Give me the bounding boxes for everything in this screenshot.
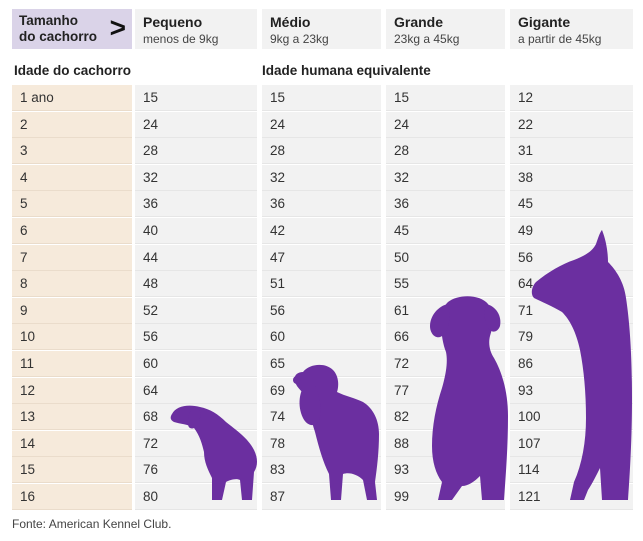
human-age-cell: 49 bbox=[510, 218, 633, 244]
dog-age-cell: 9 bbox=[12, 297, 132, 324]
human-age-cell: 24 bbox=[386, 111, 505, 138]
human-age-cell: 36 bbox=[135, 191, 257, 218]
great-dane-icon bbox=[531, 230, 632, 500]
size-column-header-medium: Médio 9kg a 23kg bbox=[262, 9, 381, 49]
human-age-cell: 31 bbox=[510, 138, 633, 165]
human-age-cell: 56 bbox=[135, 324, 257, 351]
human-age-cell: 64 bbox=[135, 377, 257, 404]
size-name: Gigante bbox=[518, 14, 571, 30]
dog-age-cell: 6 bbox=[12, 218, 132, 244]
dog-age-cell: 14 bbox=[12, 430, 132, 457]
dog-age-cell: 11 bbox=[12, 351, 132, 377]
human-age-cell: 32 bbox=[386, 164, 505, 191]
human-age-cell: 80 bbox=[135, 484, 257, 510]
human-age-cell: 15 bbox=[262, 85, 381, 111]
human-age-cell: 60 bbox=[135, 351, 257, 377]
human-age-label: Idade humana equivalente bbox=[262, 63, 431, 78]
human-age-cell: 40 bbox=[135, 218, 257, 244]
human-age-cell: 83 bbox=[262, 457, 381, 484]
source-note: Fonte: American Kennel Club. bbox=[12, 517, 172, 531]
dog-size-label-line: Tamanho bbox=[19, 13, 79, 28]
labrador-icon bbox=[430, 296, 508, 500]
dog-size-label-line: do cachorro bbox=[19, 29, 98, 44]
human-age-cell: 28 bbox=[135, 138, 257, 165]
human-age-cell: 38 bbox=[510, 164, 633, 191]
human-age-cell: 12 bbox=[510, 85, 633, 111]
human-age-cell: 60 bbox=[262, 324, 381, 351]
human-age-cell: 55 bbox=[386, 271, 505, 298]
dog-age-cell: 13 bbox=[12, 404, 132, 431]
human-age-cell: 48 bbox=[135, 271, 257, 298]
human-age-cell: 50 bbox=[386, 244, 505, 271]
human-age-cell: 32 bbox=[135, 164, 257, 191]
dog-age-cell: 2 bbox=[12, 111, 132, 138]
dog-age-cell: 4 bbox=[12, 164, 132, 191]
size-name: Pequeno bbox=[143, 14, 203, 30]
human-age-cell: 22 bbox=[510, 111, 633, 138]
spaniel-icon bbox=[293, 364, 379, 500]
human-age-cell: 36 bbox=[386, 191, 505, 218]
dog-age-cell: 7 bbox=[12, 244, 132, 271]
size-name: Grande bbox=[394, 14, 444, 30]
size-range: 23kg a 45kg bbox=[394, 32, 460, 46]
size-range: menos de 9kg bbox=[143, 32, 219, 46]
table-row: 9 52 56 61 71 bbox=[0, 297, 643, 324]
size-name: Médio bbox=[270, 14, 311, 30]
human-age-cell: 24 bbox=[135, 111, 257, 138]
arrow-right-icon: > bbox=[109, 12, 126, 43]
human-age-cell: 45 bbox=[386, 218, 505, 244]
table-row: 6 40 42 45 49 bbox=[0, 218, 643, 244]
human-age-cell: 24 bbox=[262, 111, 381, 138]
size-range: 9kg a 23kg bbox=[270, 32, 329, 46]
size-column-header-small: Pequeno menos de 9kg bbox=[135, 9, 257, 49]
dog-age-cell: 3 bbox=[12, 138, 132, 165]
size-column-header-large: Grande 23kg a 45kg bbox=[386, 9, 505, 49]
human-age-cell: 15 bbox=[135, 85, 257, 111]
human-age-cell: 15 bbox=[386, 85, 505, 111]
table-row: 5 36 36 36 45 bbox=[0, 191, 643, 218]
human-age-cell: 51 bbox=[262, 271, 381, 298]
dog-age-cell: 1 ano bbox=[12, 85, 132, 111]
dog-age-cell: 15 bbox=[12, 457, 132, 484]
human-age-cell: 28 bbox=[386, 138, 505, 165]
size-range: a partir de 45kg bbox=[518, 32, 602, 46]
human-age-cell: 52 bbox=[135, 297, 257, 324]
human-age-cell: 56 bbox=[262, 297, 381, 324]
dog-age-cell: 10 bbox=[12, 324, 132, 351]
dog-age-cell: 8 bbox=[12, 271, 132, 298]
size-column-header-giant: Gigante a partir de 45kg bbox=[510, 9, 633, 49]
human-age-cell: 45 bbox=[510, 191, 633, 218]
table-row: 4 32 32 32 38 bbox=[0, 164, 643, 191]
table-row: 2 24 24 24 22 bbox=[0, 111, 643, 138]
dog-size-label: Tamanho do cachorro bbox=[19, 13, 97, 45]
dog-age-cell: 5 bbox=[12, 191, 132, 218]
dog-size-header: Tamanho do cachorro > bbox=[12, 9, 132, 49]
dog-age-cell: 16 bbox=[12, 484, 132, 510]
dog-age-cell: 12 bbox=[12, 377, 132, 404]
human-age-cell: 87 bbox=[262, 484, 381, 510]
table-row: 3 28 28 28 31 bbox=[0, 138, 643, 165]
human-age-cell: 32 bbox=[262, 164, 381, 191]
human-age-cell: 44 bbox=[135, 244, 257, 271]
table-row: 1 ano 15 15 15 12 bbox=[0, 85, 643, 111]
human-age-cell: 47 bbox=[262, 244, 381, 271]
dachshund-icon bbox=[170, 405, 257, 500]
human-age-cell: 36 bbox=[262, 191, 381, 218]
dog-age-label: Idade do cachorro bbox=[14, 63, 132, 78]
human-age-cell: 28 bbox=[262, 138, 381, 165]
human-age-cell: 42 bbox=[262, 218, 381, 244]
table-row: 7 44 47 50 56 bbox=[0, 244, 643, 271]
